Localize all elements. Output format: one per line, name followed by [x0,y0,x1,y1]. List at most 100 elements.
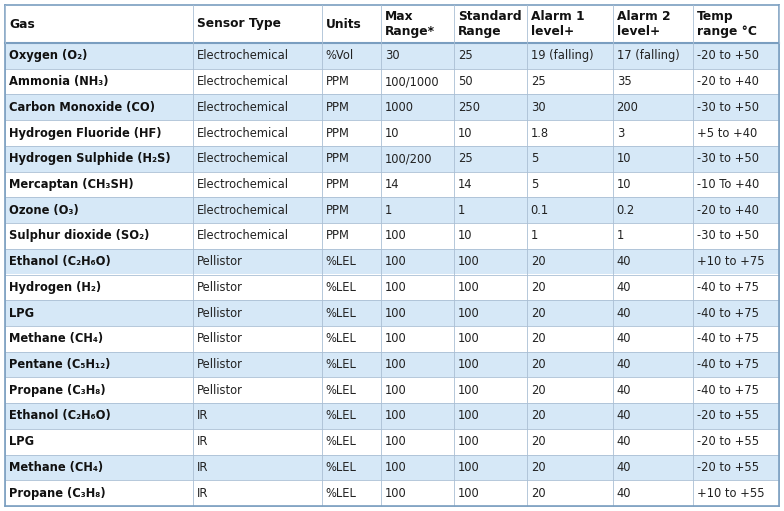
Text: -20 to +55: -20 to +55 [697,409,759,423]
Bar [612,480,693,506]
Bar [381,223,454,249]
Text: -20 to +50: -20 to +50 [697,50,759,62]
Bar [693,5,779,43]
Bar [612,5,693,43]
Text: 1: 1 [616,229,624,242]
Text: 100: 100 [458,461,480,474]
Bar [193,352,321,378]
Text: 100: 100 [458,332,480,345]
Text: 100: 100 [385,229,406,242]
Text: 14: 14 [385,178,399,191]
Text: 3: 3 [616,127,624,140]
Bar [454,5,527,43]
Bar [527,378,612,403]
Text: 25: 25 [531,75,546,88]
Text: Alarm 2
level+: Alarm 2 level+ [616,10,670,38]
Bar [454,172,527,197]
Text: 5: 5 [531,152,538,165]
Bar [454,43,527,68]
Text: PPM: PPM [325,75,350,88]
Bar [612,68,693,95]
Text: Sulphur dioxide (SO₂): Sulphur dioxide (SO₂) [9,229,150,242]
Bar [527,274,612,300]
Bar [5,429,193,455]
Text: 20: 20 [531,358,546,371]
Text: Ethanol (C₂H₆O): Ethanol (C₂H₆O) [9,409,111,423]
Bar [193,172,321,197]
Bar [693,223,779,249]
Text: Electrochemical: Electrochemical [197,127,289,140]
Bar [693,146,779,172]
Text: 20: 20 [531,435,546,448]
Bar [454,197,527,223]
Text: 40: 40 [616,409,631,423]
Bar [193,378,321,403]
Bar [321,120,381,146]
Bar [5,455,193,480]
Bar [193,223,321,249]
Text: Hydrogen Sulphide (H₂S): Hydrogen Sulphide (H₂S) [9,152,171,165]
Bar [5,223,193,249]
Bar [381,352,454,378]
Bar [193,326,321,352]
Bar [693,403,779,429]
Text: 40: 40 [616,332,631,345]
Text: -40 to +75: -40 to +75 [697,332,759,345]
Text: -40 to +75: -40 to +75 [697,358,759,371]
Bar [193,403,321,429]
Bar [454,146,527,172]
Bar [193,146,321,172]
Bar [321,95,381,120]
Text: -30 to +50: -30 to +50 [697,229,759,242]
Bar [5,197,193,223]
Text: 20: 20 [531,307,546,319]
Text: PPM: PPM [325,229,350,242]
Bar [612,43,693,68]
Bar [321,146,381,172]
Bar [193,120,321,146]
Text: Ethanol (C₂H₆O): Ethanol (C₂H₆O) [9,255,111,268]
Text: 200: 200 [616,101,638,114]
Text: +5 to +40: +5 to +40 [697,127,757,140]
Text: %LEL: %LEL [325,435,357,448]
Text: -30 to +50: -30 to +50 [697,152,759,165]
Text: LPG: LPG [9,307,34,319]
Bar [5,5,193,43]
Bar [454,95,527,120]
Bar [321,274,381,300]
Text: -20 to +40: -20 to +40 [697,75,759,88]
Text: 100: 100 [385,486,406,500]
Text: +10 to +75: +10 to +75 [697,255,764,268]
Bar [5,300,193,326]
Bar [193,5,321,43]
Text: IR: IR [197,486,209,500]
Bar [381,274,454,300]
Bar [527,95,612,120]
Text: 1: 1 [531,229,538,242]
Bar [5,403,193,429]
Bar [527,223,612,249]
Text: PPM: PPM [325,127,350,140]
Text: 1.8: 1.8 [531,127,549,140]
Bar [454,223,527,249]
Text: 30: 30 [385,50,399,62]
Bar [454,352,527,378]
Bar [612,120,693,146]
Text: Pentane (C₅H₁₂): Pentane (C₅H₁₂) [9,358,111,371]
Text: 40: 40 [616,307,631,319]
Text: Units: Units [325,17,361,31]
Text: %Vol: %Vol [325,50,354,62]
Bar [321,5,381,43]
Bar [612,223,693,249]
Text: Mercaptan (CH₃SH): Mercaptan (CH₃SH) [9,178,133,191]
Bar [693,480,779,506]
Bar [321,223,381,249]
Text: Ozone (O₃): Ozone (O₃) [9,204,78,217]
Text: %LEL: %LEL [325,409,357,423]
Bar [381,455,454,480]
Text: 100: 100 [385,358,406,371]
Bar [193,455,321,480]
Bar [612,455,693,480]
Bar [193,43,321,68]
Bar [381,43,454,68]
